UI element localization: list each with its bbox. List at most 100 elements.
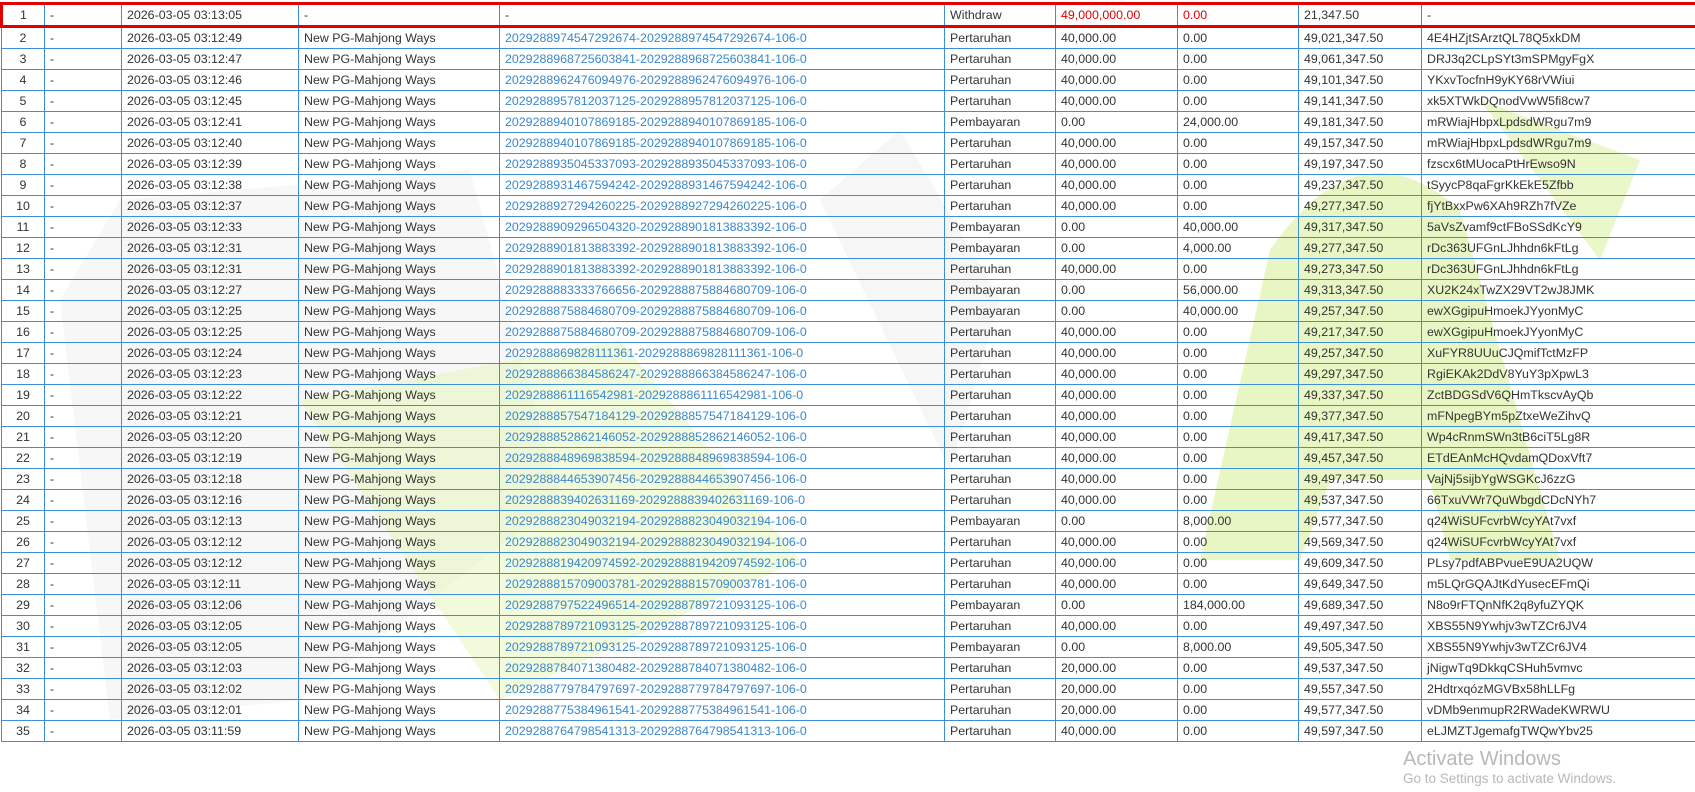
cell-datetime: 2026-03-05 03:12:27 bbox=[121, 279, 299, 301]
cell-debit: 40,000.00 bbox=[1055, 195, 1178, 217]
cell-datetime: 2026-03-05 03:12:37 bbox=[121, 195, 299, 217]
cell-transaction-id[interactable]: 2029288940107869185-2029288940107869185-… bbox=[499, 111, 945, 133]
cell-transaction-id[interactable]: 2029288875884680709-2029288875884680709-… bbox=[499, 321, 945, 343]
cell-credit: 4,000.00 bbox=[1177, 237, 1299, 259]
cell-transaction-id[interactable]: 2029288883333766656-2029288875884680709-… bbox=[499, 279, 945, 301]
cell-transaction-id[interactable]: 2029288875884680709-2029288875884680709-… bbox=[499, 300, 945, 322]
cell-balance: 49,313,347.50 bbox=[1298, 279, 1422, 301]
row-number: 31 bbox=[1, 636, 45, 658]
cell-transaction-id[interactable]: 2029288797522496514-2029288789721093125-… bbox=[499, 594, 945, 616]
cell-transaction-id[interactable]: 2029288940107869185-2029288940107869185-… bbox=[499, 132, 945, 154]
cell-debit: 40,000.00 bbox=[1055, 405, 1178, 427]
cell-type: Pertaruhan bbox=[944, 90, 1056, 112]
cell-game: New PG-Mahjong Ways bbox=[298, 657, 500, 679]
cell-transaction-id[interactable]: 2029288775384961541-2029288775384961541-… bbox=[499, 699, 945, 721]
table-row: 33-2026-03-05 03:12:02 New PG-Mahjong Way… bbox=[1, 678, 1695, 700]
cell-game: New PG-Mahjong Ways bbox=[298, 636, 500, 658]
cell-reference-code: XU2K24xTwZX29VT2wJ8JMK bbox=[1421, 279, 1695, 301]
cell-game: New PG-Mahjong Ways bbox=[298, 573, 500, 595]
cell-transaction-id[interactable]: 2029288901813883392-2029288901813883392-… bbox=[499, 258, 945, 280]
cell-balance: 49,609,347.50 bbox=[1298, 552, 1422, 574]
cell-transaction-id[interactable]: 2029288974547292674-2029288974547292674-… bbox=[499, 26, 945, 49]
cell-datetime: 2026-03-05 03:12:49 bbox=[121, 26, 299, 49]
cell-transaction-id[interactable]: 2029288823049032194-2029288823049032194-… bbox=[499, 531, 945, 553]
row-number: 23 bbox=[1, 468, 45, 490]
row-number: 3 bbox=[1, 48, 45, 70]
cell-transaction-id[interactable]: 2029288823049032194-2029288823049032194-… bbox=[499, 510, 945, 532]
cell-datetime: 2026-03-05 03:12:13 bbox=[121, 510, 299, 532]
cell-transaction-id[interactable]: 2029288815709003781-2029288815709003781-… bbox=[499, 573, 945, 595]
cell-type: Pertaruhan bbox=[944, 174, 1056, 196]
cell-transaction-id[interactable]: 2029288962476094976-2029288962476094976-… bbox=[499, 69, 945, 91]
cell-transaction-id[interactable]: 2029288844653907456-2029288844653907456-… bbox=[499, 468, 945, 490]
cell-dash: - bbox=[44, 468, 122, 490]
cell-game: New PG-Mahjong Ways bbox=[298, 321, 500, 343]
cell-balance: 49,337,347.50 bbox=[1298, 384, 1422, 406]
cell-transaction-id[interactable]: 2029288909296504320-2029288901813883392-… bbox=[499, 216, 945, 238]
cell-datetime: 2026-03-05 03:12:24 bbox=[121, 342, 299, 364]
row-number: 30 bbox=[1, 615, 45, 637]
table-row: 23-2026-03-05 03:12:18 New PG-Mahjong Way… bbox=[1, 468, 1695, 490]
cell-reference-code: eLJMZTJgemafgTWQwYbv25 bbox=[1421, 720, 1695, 742]
cell-datetime: 2026-03-05 03:12:33 bbox=[121, 216, 299, 238]
cell-credit: 56,000.00 bbox=[1177, 279, 1299, 301]
cell-reference-code: rDc363UFGnLJhhdn6kFtLg bbox=[1421, 258, 1695, 280]
cell-transaction-id[interactable]: 2029288789721093125-2029288789721093125-… bbox=[499, 615, 945, 637]
cell-game: New PG-Mahjong Ways bbox=[298, 174, 500, 196]
row-number: 33 bbox=[1, 678, 45, 700]
row-number: 15 bbox=[1, 300, 45, 322]
cell-debit: 40,000.00 bbox=[1055, 489, 1178, 511]
cell-transaction-id[interactable]: 2029288819420974592-2029288819420974592-… bbox=[499, 552, 945, 574]
cell-type: Pertaruhan bbox=[944, 342, 1056, 364]
cell-credit: 0.00 bbox=[1177, 2, 1299, 28]
activate-windows-title: Activate Windows bbox=[1403, 748, 1561, 770]
cell-dash: - bbox=[44, 594, 122, 616]
cell-transaction-id[interactable]: 2029288789721093125-2029288789721093125-… bbox=[499, 636, 945, 658]
cell-transaction-id[interactable]: 2029288839402631169-2029288839402631169-… bbox=[499, 489, 945, 511]
cell-transaction-id[interactable]: 2029288869828111361-2029288869828111361-… bbox=[499, 342, 945, 364]
cell-dash: - bbox=[44, 342, 122, 364]
cell-type: Pertaruhan bbox=[944, 132, 1056, 154]
cell-game: - bbox=[298, 2, 500, 28]
cell-reference-code: jNigwTq9DkkqCSHuh5vmvc bbox=[1421, 657, 1695, 679]
cell-transaction-id[interactable]: 2029288901813883392-2029288901813883392-… bbox=[499, 237, 945, 259]
cell-transaction-id[interactable]: 2029288968725603841-2029288968725603841-… bbox=[499, 48, 945, 70]
cell-datetime: 2026-03-05 03:12:25 bbox=[121, 321, 299, 343]
activate-windows-subtitle: Go to Settings to activate Windows. bbox=[1403, 771, 1617, 786]
cell-transaction-id[interactable]: 2029288957812037125-2029288957812037125-… bbox=[499, 90, 945, 112]
cell-game: New PG-Mahjong Ways bbox=[298, 531, 500, 553]
table-row: 17-2026-03-05 03:12:24 New PG-Mahjong Way… bbox=[1, 342, 1695, 364]
cell-type: Pertaruhan bbox=[944, 531, 1056, 553]
cell-balance: 49,537,347.50 bbox=[1298, 657, 1422, 679]
table-row: 32-2026-03-05 03:12:03 New PG-Mahjong Way… bbox=[1, 657, 1695, 679]
cell-dash: - bbox=[44, 447, 122, 469]
cell-transaction-id[interactable]: 2029288784071380482-2029288784071380482-… bbox=[499, 657, 945, 679]
cell-transaction-id[interactable]: 2029288764798541313-2029288764798541313-… bbox=[499, 720, 945, 742]
cell-transaction-id[interactable]: 2029288861116542981-2029288861116542981-… bbox=[499, 384, 945, 406]
row-number: 9 bbox=[1, 174, 45, 196]
cell-balance: 49,257,347.50 bbox=[1298, 300, 1422, 322]
cell-type: Pertaruhan bbox=[944, 363, 1056, 385]
cell-transaction-id[interactable]: 2029288848969838594-2029288848969838594-… bbox=[499, 447, 945, 469]
cell-transaction-id[interactable]: 2029288935045337093-2029288935045337093-… bbox=[499, 153, 945, 175]
table-row: 4-2026-03-05 03:12:46 New PG-Mahjong Ways… bbox=[1, 69, 1695, 91]
table-row: 8-2026-03-05 03:12:39 New PG-Mahjong Ways… bbox=[1, 153, 1695, 175]
row-number: 26 bbox=[1, 531, 45, 553]
cell-dash: - bbox=[44, 195, 122, 217]
cell-transaction-id[interactable]: 2029288852862146052-2029288852862146052-… bbox=[499, 426, 945, 448]
cell-credit: 40,000.00 bbox=[1177, 216, 1299, 238]
cell-type: Pembayaran bbox=[944, 594, 1056, 616]
cell-balance: 49,237,347.50 bbox=[1298, 174, 1422, 196]
row-number: 13 bbox=[1, 258, 45, 280]
cell-balance: 49,317,347.50 bbox=[1298, 216, 1422, 238]
cell-transaction-id[interactable]: 2029288779784797697-2029288779784797697-… bbox=[499, 678, 945, 700]
table-row: 24-2026-03-05 03:12:16 New PG-Mahjong Way… bbox=[1, 489, 1695, 511]
cell-transaction-id[interactable]: 2029288931467594242-2029288931467594242-… bbox=[499, 174, 945, 196]
cell-balance: 49,157,347.50 bbox=[1298, 132, 1422, 154]
cell-transaction-id[interactable]: 2029288927294260225-2029288927294260225-… bbox=[499, 195, 945, 217]
cell-debit: 40,000.00 bbox=[1055, 720, 1178, 742]
row-number: 32 bbox=[1, 657, 45, 679]
cell-transaction-id[interactable]: 2029288866384586247-2029288866384586247-… bbox=[499, 363, 945, 385]
cell-dash: - bbox=[44, 153, 122, 175]
cell-transaction-id[interactable]: 2029288857547184129-2029288857547184129-… bbox=[499, 405, 945, 427]
